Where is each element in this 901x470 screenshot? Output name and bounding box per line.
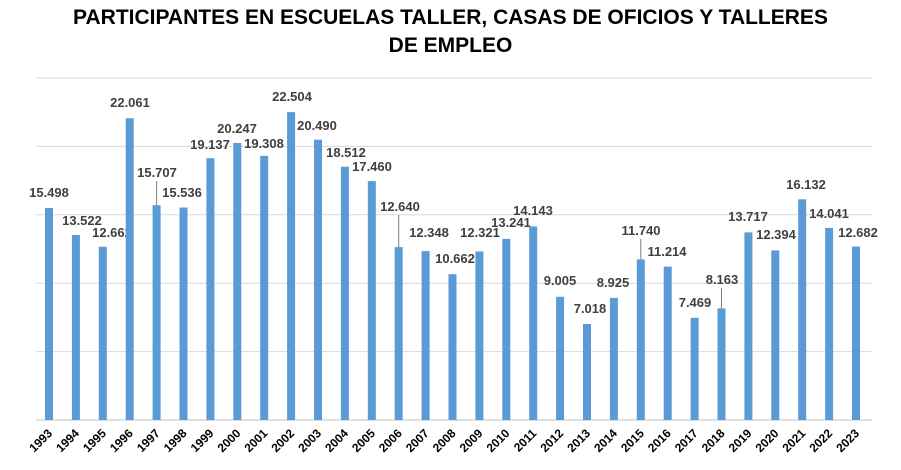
- x-tick-label: 1996: [107, 426, 136, 455]
- x-tick-label: 2019: [726, 426, 755, 455]
- x-tick-label: 2004: [322, 426, 351, 455]
- bar-2002: [287, 112, 296, 421]
- bar-2020: [771, 250, 780, 420]
- x-tick-label: 2018: [699, 426, 728, 455]
- x-tick-label: 2021: [780, 426, 809, 455]
- x-tick-label: 2020: [753, 426, 782, 455]
- bar-1995: [98, 246, 107, 420]
- data-label-2005: 17.460: [352, 159, 392, 174]
- x-tick-label: 2010: [484, 426, 513, 455]
- x-tick-label: 2012: [537, 426, 566, 455]
- data-label-2019: 13.717: [728, 209, 768, 224]
- x-tick-label: 2016: [645, 426, 674, 455]
- data-label-2020: 12.394: [756, 227, 797, 242]
- data-label-1999: 19.137: [190, 137, 230, 152]
- x-tick-label: 2014: [591, 426, 620, 455]
- bar-2021: [798, 199, 807, 420]
- bar-1997: [152, 205, 161, 420]
- chart-title-line-2: DE EMPLEO: [388, 34, 513, 57]
- bar-1999: [206, 158, 215, 420]
- x-tick-label: 2001: [242, 426, 271, 455]
- x-tick-label: 2005: [349, 426, 378, 455]
- data-label-2000: 20.247: [217, 121, 257, 136]
- bar-1996: [125, 118, 134, 421]
- x-tick-label: 2011: [511, 426, 540, 455]
- bar-2014: [609, 297, 618, 420]
- data-label-2023: 12.682: [838, 225, 878, 240]
- bar-2013: [583, 323, 591, 420]
- data-label-2015: 11.740: [621, 223, 660, 238]
- data-label-2018: 8.163: [706, 272, 739, 287]
- data-label-2006: 12.640: [380, 199, 420, 214]
- x-tick-label: 2003: [295, 426, 324, 455]
- bar-2009: [475, 251, 484, 420]
- x-tick-label: 2006: [376, 426, 405, 455]
- x-tick-label: 2007: [403, 426, 432, 455]
- data-label-2021: 16.132: [786, 177, 826, 192]
- data-label-2016: 11.214: [647, 244, 687, 259]
- data-label-1995: 12.662: [92, 225, 132, 240]
- data-label-1993: 15.498: [29, 185, 69, 200]
- data-label-2022: 14.041: [809, 206, 849, 221]
- data-label-2014: 8.925: [597, 275, 630, 290]
- x-tick-label: 1995: [80, 426, 109, 455]
- bar-1994: [71, 235, 80, 420]
- x-tick-label: 2015: [618, 426, 647, 455]
- bar-2006: [394, 247, 403, 420]
- data-label-2008: 10.662: [435, 251, 475, 266]
- data-label-2009: 12.321: [460, 225, 500, 240]
- bar-2011: [529, 226, 538, 420]
- bar-2016: [663, 266, 672, 420]
- data-label-2007: 12.348: [409, 225, 449, 240]
- bar-2017: [690, 317, 699, 420]
- x-tick-label: 2000: [215, 426, 244, 455]
- x-tick-label: 1998: [161, 426, 190, 455]
- bar-2023: [852, 246, 860, 420]
- x-tick-label: 2023: [833, 426, 862, 455]
- bar-2008: [448, 274, 457, 420]
- x-tick-label: 2008: [430, 426, 459, 455]
- data-label-2004: 18.512: [326, 145, 366, 160]
- bar-2018: [717, 308, 726, 420]
- x-tick-label: 1997: [134, 426, 163, 455]
- data-label-2003: 20.490: [297, 118, 337, 133]
- bar-2005: [367, 181, 376, 420]
- x-tick-label: 2017: [672, 426, 701, 455]
- x-tick-label: 1993: [26, 426, 55, 455]
- bar-2019: [744, 232, 753, 420]
- data-label-1994: 13.522: [62, 213, 102, 228]
- bar-2003: [314, 139, 322, 421]
- data-label-1996: 22.061: [110, 95, 150, 110]
- x-tick-label: 2009: [457, 426, 486, 455]
- bar-1993: [45, 207, 53, 420]
- data-label-2001: 19.308: [244, 136, 284, 151]
- bar-2010: [502, 238, 511, 420]
- bar-2001: [260, 155, 269, 420]
- bar-2000: [233, 143, 242, 420]
- x-tick-label: 2013: [564, 426, 593, 455]
- data-label-2012: 9.005: [544, 273, 577, 288]
- bar-2012: [556, 296, 565, 420]
- x-tick-label: 2002: [268, 426, 297, 455]
- chart-title-line-1: PARTICIPANTES EN ESCUELAS TALLER, CASAS …: [73, 6, 828, 29]
- x-tick-label: 2022: [806, 426, 835, 455]
- data-label-1997: 15.707: [137, 165, 177, 180]
- data-label-2010: 13.241: [491, 215, 531, 230]
- bar-2015: [636, 259, 645, 420]
- x-tick-label: 1994: [53, 426, 82, 455]
- chart-title: PARTICIPANTES EN ESCUELAS TALLER, CASAS …: [0, 4, 901, 60]
- x-tick-label: 1999: [188, 426, 217, 455]
- data-label-2002: 22.504: [272, 89, 313, 104]
- data-label-1998: 15.536: [162, 185, 202, 200]
- bar-2007: [421, 251, 430, 420]
- bar-2022: [825, 227, 834, 420]
- data-label-2013: 7.018: [574, 301, 607, 316]
- bar-2004: [340, 166, 349, 420]
- bar-1998: [179, 207, 188, 420]
- data-label-2017: 7.469: [679, 295, 712, 310]
- data-label-2011: 14.143: [513, 203, 553, 218]
